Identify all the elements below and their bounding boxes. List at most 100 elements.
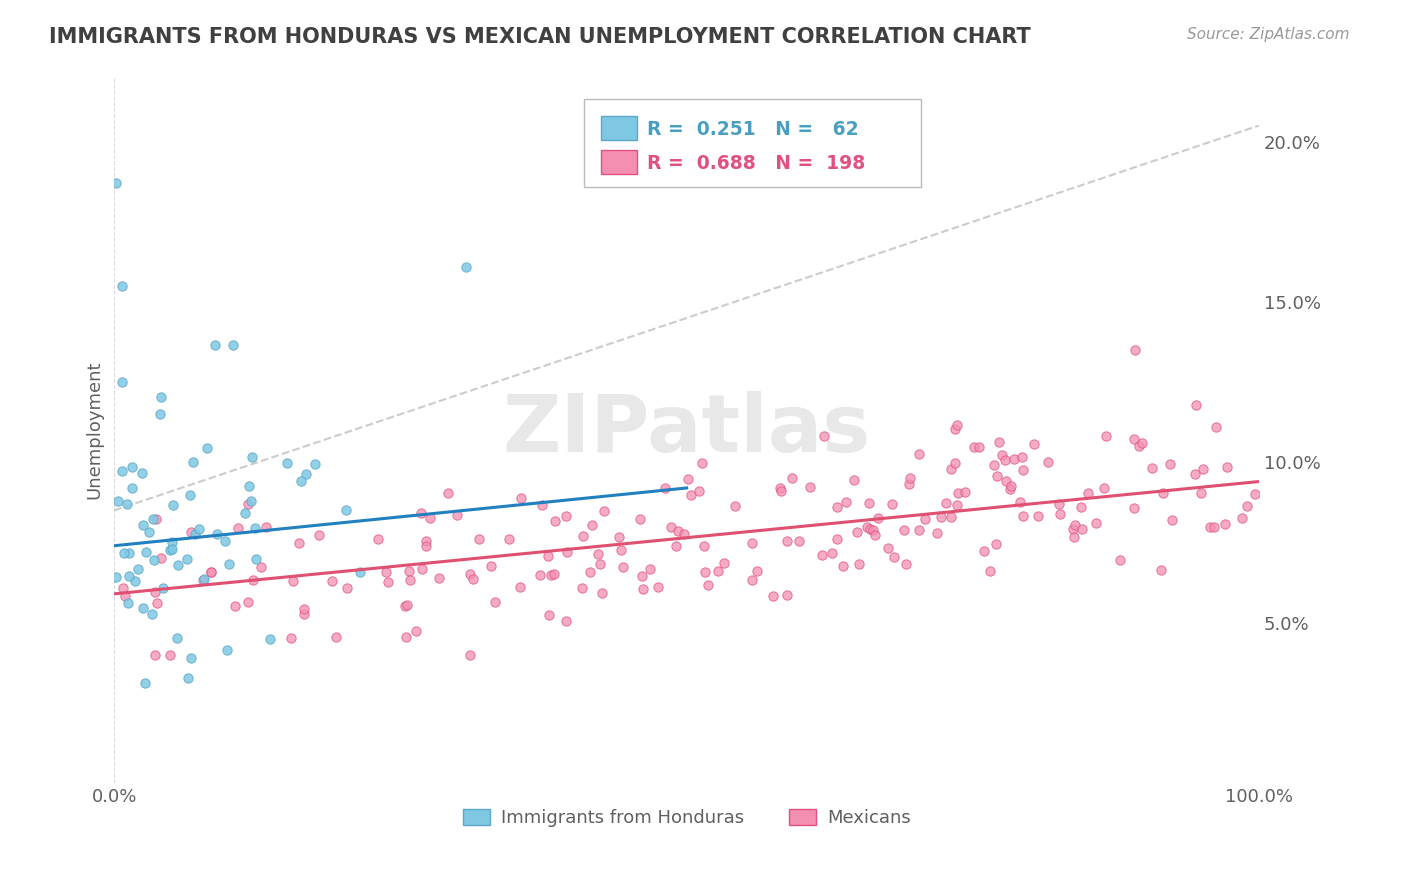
Point: [696, 578, 718, 592]
Point: [586, 547, 609, 561]
Point: [1024, 437, 1046, 451]
Point: [1036, 455, 1059, 469]
Point: [114, 589, 136, 603]
Point: [1159, 457, 1181, 471]
Point: [1095, 428, 1118, 442]
Point: [295, 467, 318, 482]
Point: [160, 541, 183, 556]
FancyBboxPatch shape: [583, 99, 921, 186]
Point: [908, 523, 931, 537]
Point: [419, 511, 441, 525]
Point: [336, 582, 359, 596]
Point: [181, 454, 204, 468]
Point: [1008, 495, 1031, 509]
Point: [143, 585, 166, 599]
Point: [676, 472, 699, 486]
Point: [612, 560, 634, 574]
Point: [946, 498, 969, 512]
Point: [679, 488, 702, 502]
Point: [1161, 513, 1184, 527]
FancyBboxPatch shape: [600, 150, 637, 174]
Point: [1150, 563, 1173, 577]
Point: [179, 488, 201, 502]
Point: [543, 567, 565, 582]
Point: [894, 558, 917, 572]
Point: [571, 581, 593, 595]
Point: [238, 595, 260, 609]
Point: [1184, 467, 1206, 481]
Point: [1002, 452, 1025, 467]
Point: [897, 477, 920, 491]
Point: [367, 532, 389, 546]
Point: [946, 486, 969, 500]
Point: [1185, 398, 1208, 412]
Point: [509, 491, 531, 505]
Point: [398, 573, 420, 587]
Point: [145, 511, 167, 525]
Point: [375, 565, 398, 579]
Point: [544, 515, 567, 529]
Point: [1123, 500, 1146, 515]
Point: [292, 602, 315, 616]
Point: [994, 474, 1017, 488]
Point: [145, 648, 167, 662]
Point: [762, 589, 785, 603]
Point: [859, 522, 882, 536]
Point: [810, 548, 832, 562]
Point: [176, 552, 198, 566]
Point: [769, 483, 792, 498]
Point: [463, 573, 485, 587]
Text: Source: ZipAtlas.com: Source: ZipAtlas.com: [1187, 27, 1350, 42]
Point: [235, 506, 257, 520]
Point: [112, 546, 135, 560]
Point: [215, 643, 238, 657]
Point: [908, 447, 931, 461]
Point: [856, 520, 879, 534]
Point: [780, 471, 803, 485]
Point: [984, 537, 1007, 551]
Point: [135, 545, 157, 559]
Point: [395, 630, 418, 644]
Point: [591, 586, 613, 600]
Point: [121, 459, 143, 474]
Point: [1213, 517, 1236, 532]
Point: [446, 508, 468, 522]
Point: [160, 535, 183, 549]
Point: [555, 614, 578, 628]
Point: [1123, 343, 1146, 357]
Point: [963, 440, 986, 454]
Point: [893, 523, 915, 537]
Point: [159, 648, 181, 662]
Point: [124, 574, 146, 588]
Point: [628, 512, 651, 526]
Point: [308, 527, 330, 541]
Point: [259, 632, 281, 646]
FancyBboxPatch shape: [600, 116, 637, 140]
Point: [283, 574, 305, 588]
Y-axis label: Unemployment: Unemployment: [86, 361, 103, 500]
Point: [638, 562, 661, 576]
Point: [1026, 509, 1049, 524]
Point: [1062, 522, 1084, 536]
Point: [979, 564, 1001, 578]
Point: [1204, 520, 1226, 534]
Point: [195, 441, 218, 455]
Point: [862, 523, 884, 537]
Point: [245, 552, 267, 566]
Point: [1064, 518, 1087, 533]
Point: [821, 546, 844, 560]
Point: [107, 493, 129, 508]
Point: [741, 536, 763, 550]
Point: [858, 496, 880, 510]
Point: [693, 539, 716, 553]
Point: [607, 530, 630, 544]
Point: [111, 279, 134, 293]
Point: [200, 565, 222, 579]
Point: [845, 525, 868, 540]
Point: [460, 648, 482, 662]
Point: [242, 574, 264, 588]
Point: [555, 509, 578, 524]
Point: [929, 510, 952, 524]
Point: [335, 502, 357, 516]
Point: [1047, 498, 1070, 512]
